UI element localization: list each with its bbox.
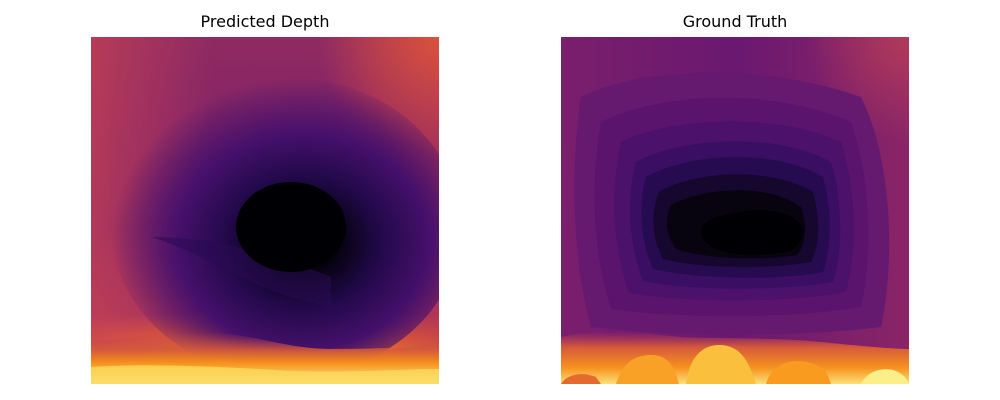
- ground-truth-map: [561, 37, 909, 384]
- predicted-depth-map: [91, 37, 439, 384]
- ground-truth-title: Ground Truth: [682, 12, 788, 31]
- predicted-depth-title: Predicted Depth: [200, 12, 330, 31]
